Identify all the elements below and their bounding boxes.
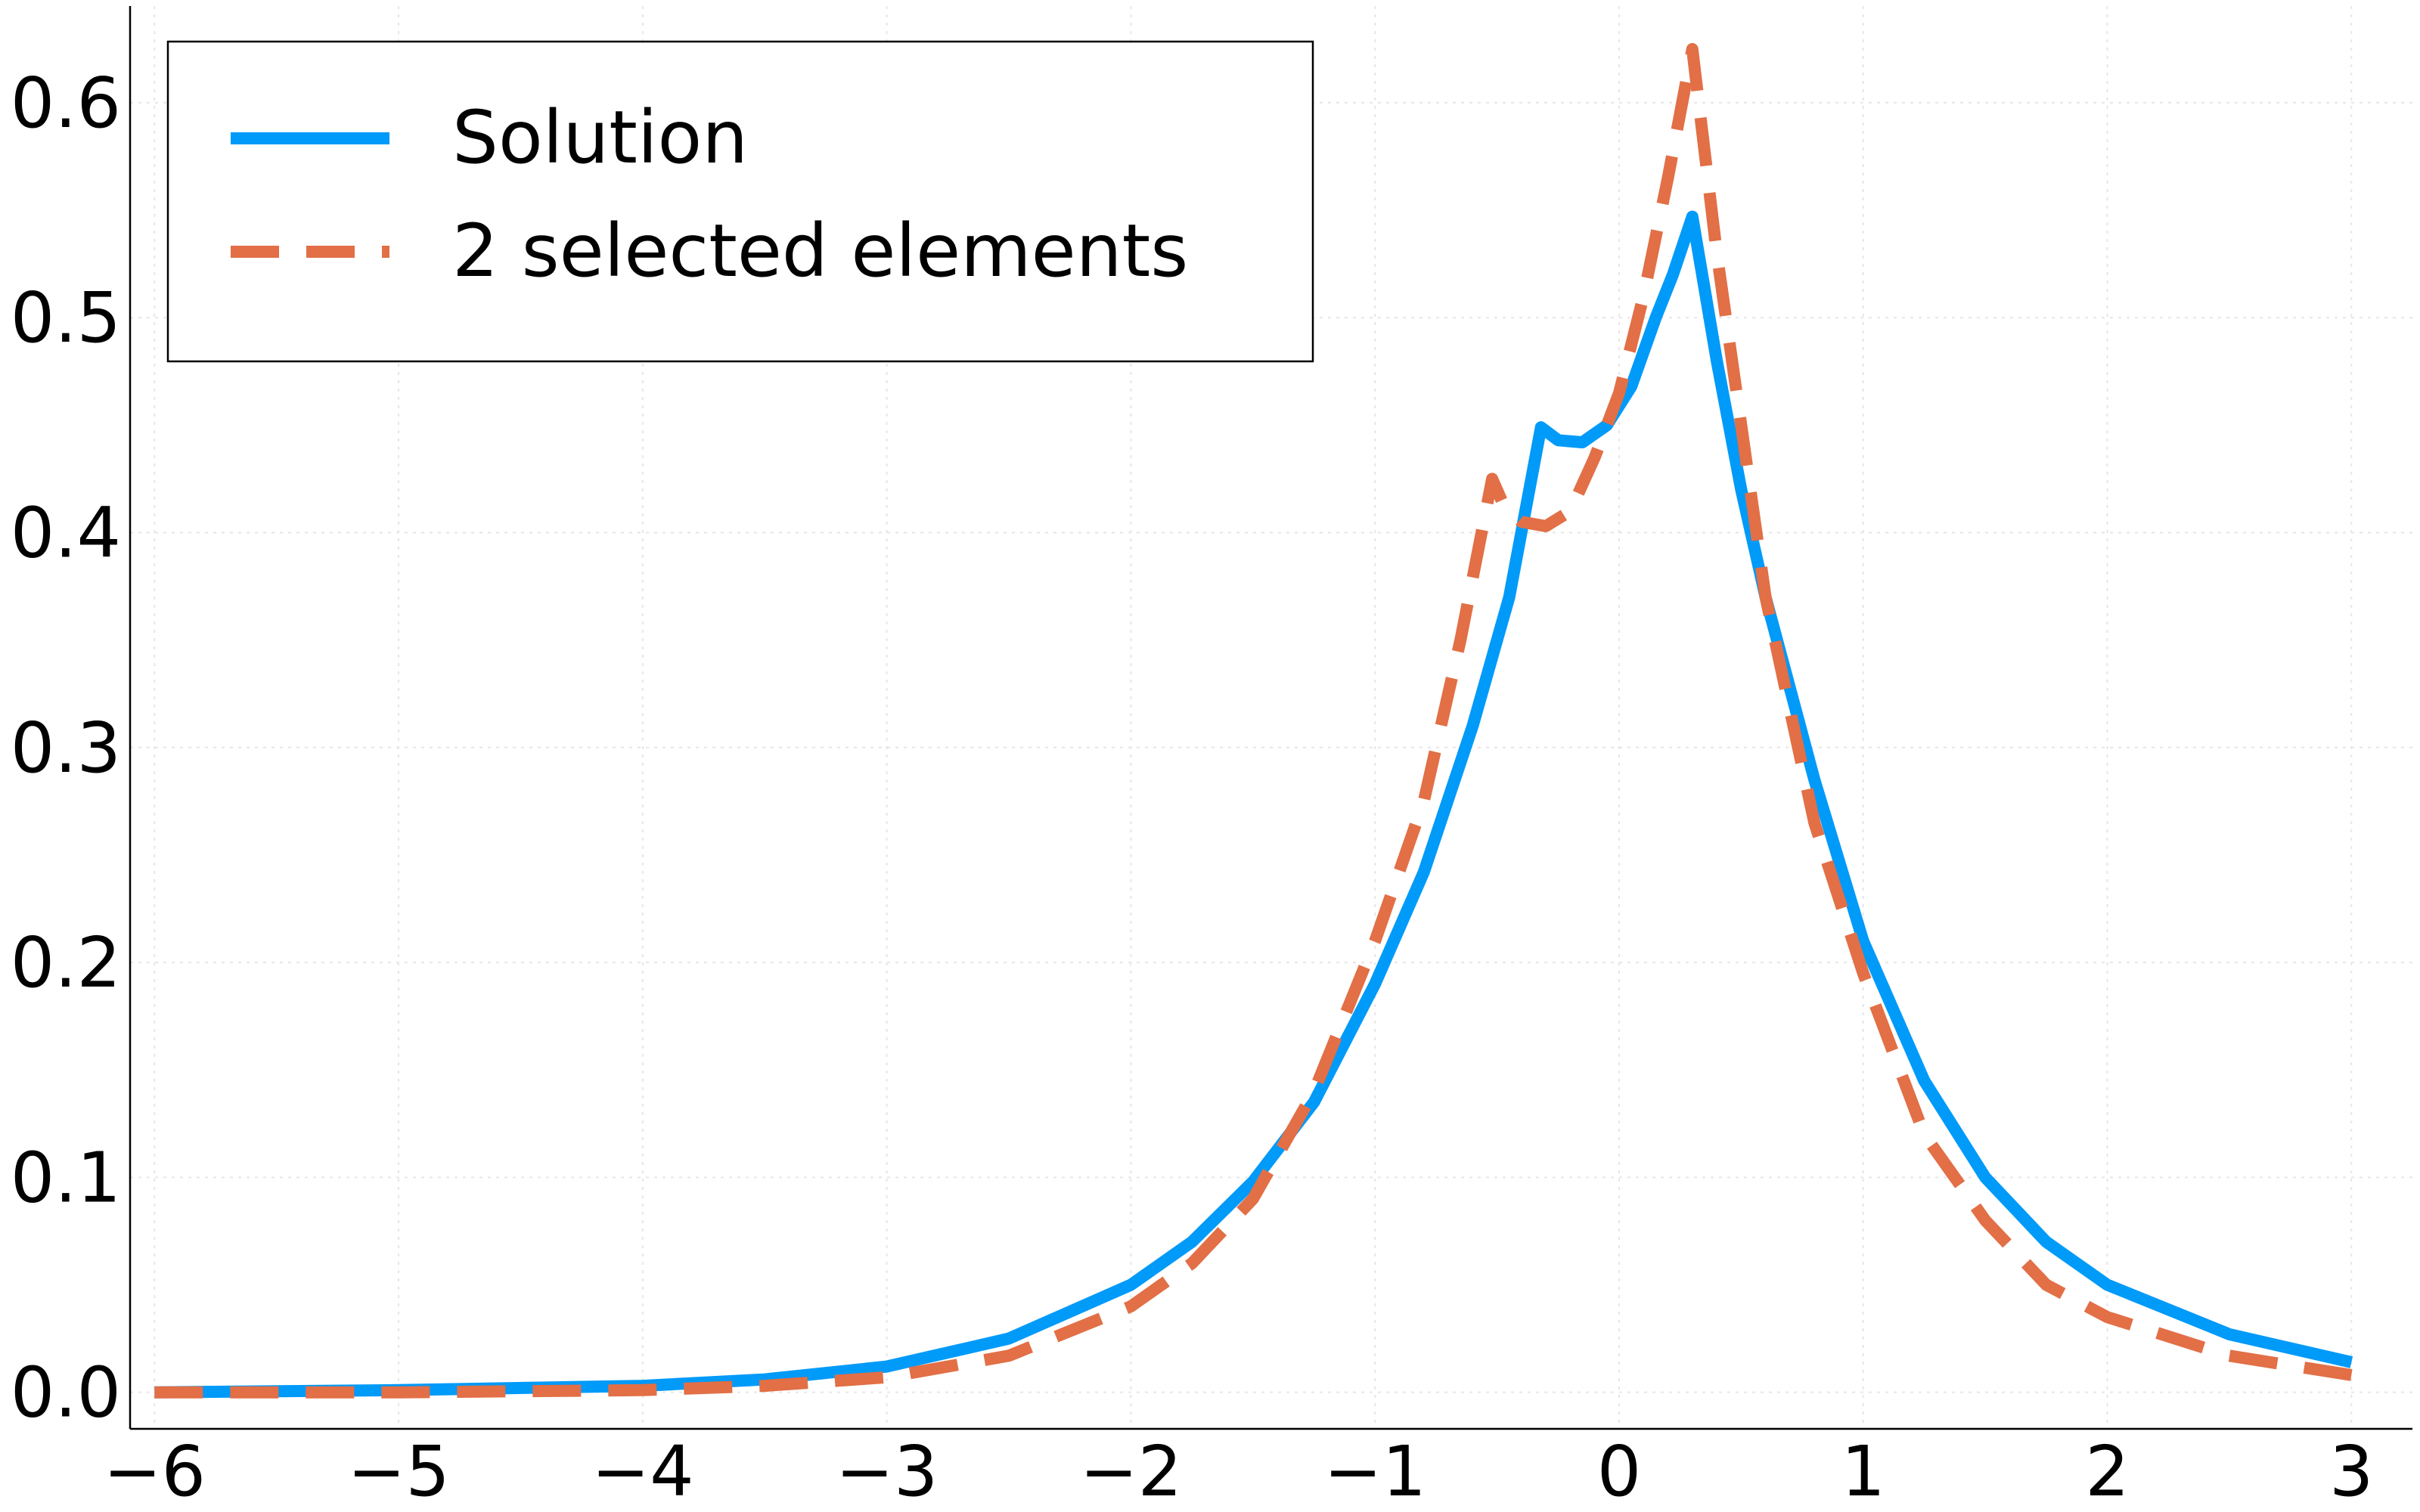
axes bbox=[129, 6, 2412, 1430]
y-tick-label: 0.4 bbox=[11, 493, 121, 574]
x-tick-label: −3 bbox=[836, 1431, 939, 1512]
x-tick-label: 0 bbox=[1597, 1431, 1642, 1512]
legend-label: 2 selected elements bbox=[452, 209, 1188, 293]
x-tick-label: −5 bbox=[347, 1431, 450, 1512]
y-tick-label: 0.5 bbox=[11, 277, 121, 358]
y-tick-label: 0.3 bbox=[11, 708, 121, 789]
series-line-solution bbox=[154, 210, 2353, 1399]
y-tick-label: 0.6 bbox=[11, 63, 121, 144]
y-tick-label: 0.0 bbox=[11, 1352, 121, 1433]
y-tick-label: 0.1 bbox=[11, 1137, 121, 1218]
series bbox=[154, 42, 2353, 1399]
y-tick-label: 0.2 bbox=[11, 922, 121, 1003]
x-tick-label: 3 bbox=[2329, 1431, 2374, 1512]
series-line-selected-elements bbox=[154, 42, 2353, 1399]
legend: Solution 2 selected elements bbox=[166, 40, 1314, 363]
x-tick-label: −6 bbox=[103, 1431, 206, 1512]
tick-labels: −6 −5 −4 −3 −2 −1 0 1 2 3 0.0 0.1 0.2 0.3 0.4 0.5 0.6 bbox=[11, 63, 2374, 1512]
legend-box bbox=[166, 40, 1314, 363]
x-tick-label: −4 bbox=[591, 1431, 694, 1512]
x-tick-label: 2 bbox=[2085, 1431, 2130, 1512]
x-tick-label: 1 bbox=[1841, 1431, 1885, 1512]
legend-label: Solution bbox=[452, 95, 748, 180]
x-tick-label: −2 bbox=[1080, 1431, 1183, 1512]
x-tick-label: −1 bbox=[1323, 1431, 1426, 1512]
